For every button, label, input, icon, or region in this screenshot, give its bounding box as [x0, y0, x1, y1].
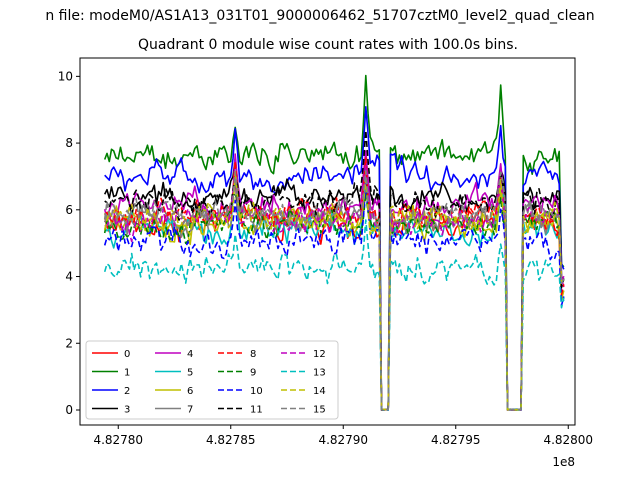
- y-tick-label: 2: [65, 336, 73, 350]
- y-tick-label: 6: [65, 203, 73, 217]
- y-tick-label: 10: [58, 69, 73, 83]
- y-tick-label: 8: [65, 136, 73, 150]
- legend-label-0: 0: [124, 349, 130, 360]
- series-line-15: [103, 170, 565, 411]
- plot-frame: [79, 57, 576, 426]
- legend-label-1: 1: [124, 368, 130, 379]
- series-line-10: [103, 183, 565, 411]
- legend-label-13: 13: [313, 368, 326, 379]
- x-tick-label: 4.82795: [431, 433, 481, 447]
- legend-label-15: 15: [313, 405, 326, 416]
- series-line-13: [103, 219, 565, 411]
- legend-label-8: 8: [250, 349, 256, 360]
- figure-suptitle: n file: modeM0/AS1A13_031T01_9000006462_…: [45, 8, 594, 24]
- x-offset-label: 1e8: [552, 455, 575, 469]
- legend-label-11: 11: [250, 405, 263, 416]
- legend-label-5: 5: [187, 368, 193, 379]
- legend-label-7: 7: [187, 405, 193, 416]
- legend-label-14: 14: [313, 386, 326, 397]
- series-layer: [103, 74, 565, 411]
- x-tick-label: 4.82780: [93, 433, 143, 447]
- series-line-14: [103, 170, 565, 411]
- x-tick-label: 4.82790: [318, 433, 368, 447]
- series-line-9: [103, 192, 565, 411]
- legend-label-3: 3: [124, 405, 130, 416]
- legend-label-9: 9: [250, 368, 256, 379]
- y-tick-label: 4: [65, 270, 73, 284]
- legend-frame: [85, 340, 339, 420]
- legend-label-10: 10: [250, 386, 263, 397]
- series-line-5: [104, 173, 565, 411]
- chart-title: Quadrant 0 module wise count rates with …: [138, 37, 518, 53]
- series-line-2: [104, 106, 565, 411]
- legend-label-2: 2: [124, 386, 130, 397]
- y-tick-label: 0: [65, 403, 73, 417]
- legend-label-4: 4: [187, 349, 193, 360]
- legend-label-6: 6: [187, 386, 193, 397]
- x-tick-label: 4.82785: [206, 433, 256, 447]
- legend-label-12: 12: [313, 349, 326, 360]
- x-tick-label: 4.82800: [543, 433, 593, 447]
- axes-layer: 4.82780 4.82785 4.82790 4.82795 4.82800 0 2 4 6 8…: [58, 69, 593, 447]
